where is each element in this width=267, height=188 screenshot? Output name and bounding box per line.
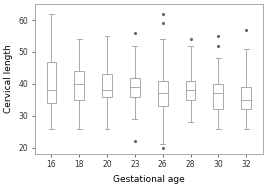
PathPatch shape [74,71,84,100]
PathPatch shape [46,61,56,103]
Y-axis label: Cervical length: Cervical length [4,45,13,114]
PathPatch shape [102,74,112,97]
PathPatch shape [241,87,251,109]
PathPatch shape [130,77,140,97]
PathPatch shape [158,81,168,106]
X-axis label: Gestational age: Gestational age [113,175,185,184]
PathPatch shape [186,81,195,100]
PathPatch shape [213,84,223,109]
